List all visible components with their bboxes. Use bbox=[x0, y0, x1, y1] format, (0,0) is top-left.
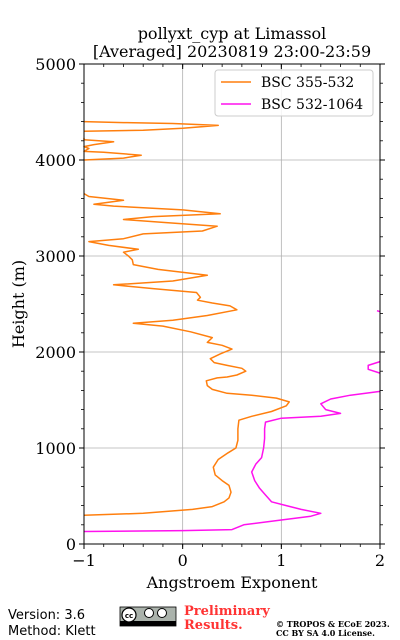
preliminary-text-line2: Results. bbox=[184, 618, 243, 633]
copyright-line1: © TROPOS & ECoE 2023. bbox=[276, 619, 390, 629]
y-tick-label: 2000 bbox=[35, 343, 76, 362]
y-tick-label: 1000 bbox=[35, 439, 76, 458]
y-tick-label: 0 bbox=[66, 535, 76, 554]
version-text: Version: 3.6 bbox=[8, 608, 85, 623]
chart-title-line2: [Averaged] 20230819 23:00-23:59 bbox=[93, 42, 371, 61]
x-tick-label: 1 bbox=[276, 551, 286, 570]
series-line bbox=[83, 120, 219, 132]
y-tick-label: 3000 bbox=[35, 247, 76, 266]
plot-frame bbox=[83, 63, 381, 545]
legend-label-bsc-532-1064: BSC 532-1064 bbox=[261, 97, 363, 113]
x-tick-label: −1 bbox=[72, 551, 96, 570]
series-line bbox=[367, 360, 381, 374]
grid-lines bbox=[84, 64, 380, 544]
x-tick-label: 2 bbox=[375, 551, 385, 570]
series-layer bbox=[83, 120, 381, 533]
chart-title-line1: pollyxt_cyp at Limassol bbox=[138, 24, 327, 43]
by-icon bbox=[144, 608, 154, 618]
y-tick-label: 4000 bbox=[35, 151, 76, 170]
series-line bbox=[83, 192, 290, 516]
y-tick-label: 5000 bbox=[35, 55, 76, 74]
legend-box bbox=[214, 69, 374, 117]
sa-icon bbox=[157, 608, 167, 618]
legend-label-bsc-355-532: BSC 355-532 bbox=[261, 75, 354, 91]
legend: BSC 355-532 BSC 532-1064 bbox=[214, 69, 374, 117]
method-text: Method: Klett bbox=[8, 624, 96, 639]
copyright-line2: CC BY SA 4.0 License. bbox=[276, 628, 375, 638]
series-line bbox=[83, 390, 381, 533]
series-line bbox=[83, 137, 142, 161]
svg-text:cc: cc bbox=[125, 612, 133, 620]
y-axis-label: Height (m) bbox=[9, 260, 28, 348]
x-axis-label: Angstroem Exponent bbox=[146, 573, 318, 592]
cc-by-sa-badge: cc bbox=[119, 606, 177, 627]
cc-icon bbox=[121, 607, 137, 623]
preliminary-text-line1: Preliminary bbox=[184, 604, 270, 619]
x-tick-label: 0 bbox=[178, 551, 188, 570]
